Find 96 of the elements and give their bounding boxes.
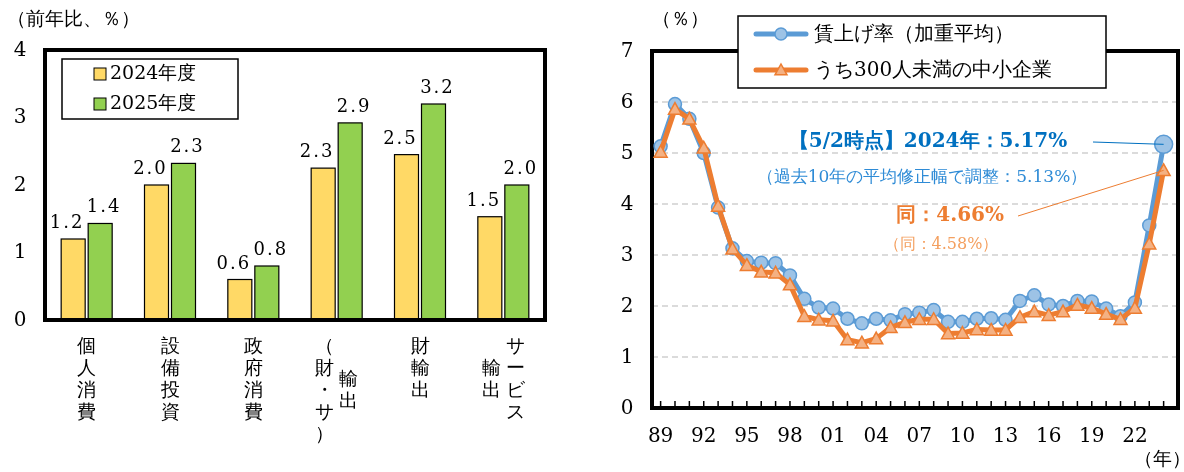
x-tick-label: 政府消費	[243, 334, 263, 422]
x-tick-label: 98	[777, 422, 803, 447]
point	[1027, 288, 1042, 303]
point	[969, 311, 985, 326]
annotation: （過去10年の平均修正幅で調整：5.13%）	[756, 165, 1088, 186]
x-tick-label: 個人消費	[77, 334, 97, 422]
annotation: 【5/2時点】2024年：5.17%	[788, 127, 1068, 152]
y-tick-label: 1	[620, 343, 634, 368]
point	[696, 140, 711, 154]
point	[1055, 304, 1071, 318]
y-tick-label: 1	[13, 239, 27, 263]
y-tick-label: 0	[620, 394, 634, 419]
point	[825, 301, 841, 316]
point	[1070, 297, 1085, 311]
point	[1012, 309, 1028, 324]
x-tick-label: 10	[949, 422, 976, 447]
point	[854, 316, 870, 331]
point	[1084, 300, 1100, 314]
point	[1142, 236, 1157, 250]
y-tick-label: 4	[13, 36, 27, 61]
point	[883, 320, 898, 334]
point	[840, 311, 855, 326]
y-tick-label: 3	[620, 241, 634, 266]
point	[1012, 293, 1028, 309]
point	[955, 314, 970, 330]
point	[811, 312, 826, 326]
x-tick-label: 01	[820, 422, 846, 447]
data-label: 2.5	[383, 126, 418, 148]
point	[1156, 163, 1171, 177]
data-label: 0.6	[216, 251, 252, 273]
x-axis-title: （年）	[1133, 447, 1184, 469]
x-tick-label: 92	[691, 422, 717, 447]
x-tick-label: 07	[906, 422, 933, 447]
legend-label: 賃上げ率（加重平均）	[814, 20, 1014, 45]
point	[840, 332, 855, 346]
y-tick-label: 7	[620, 37, 634, 62]
x-tick-label: 89	[647, 422, 674, 447]
y-tick-label: 6	[620, 88, 634, 113]
point	[811, 300, 826, 315]
point	[753, 264, 769, 278]
x-tick-label: 04	[863, 422, 889, 447]
data-label: 3.2	[420, 76, 455, 97]
x-tick-label: 95	[734, 422, 760, 447]
x-tick-label: 財輸出	[410, 334, 430, 400]
data-label: 2.3	[299, 140, 335, 162]
point	[868, 331, 884, 345]
legend-label: うち300人未満の中小企業	[814, 56, 1053, 81]
x-tick-label: 13	[992, 422, 1019, 447]
x-tick-label: 22	[1122, 422, 1148, 447]
y-axis-title: （前年比、％）	[6, 7, 140, 29]
point	[854, 335, 870, 349]
y-tick-label: 5	[620, 139, 634, 164]
x-tick-label: 16	[1035, 422, 1062, 447]
point	[739, 257, 755, 272]
data-label: 2.0	[503, 157, 539, 178]
data-label: 1.4	[86, 195, 122, 217]
point	[768, 265, 783, 279]
point	[940, 326, 956, 340]
legend-label: 2025年度	[110, 91, 197, 113]
data-label: 1.2	[49, 211, 85, 232]
point	[1041, 297, 1056, 312]
point	[1127, 300, 1143, 314]
x-tick-label: サービス輸出	[481, 334, 526, 422]
annotation: （同：4.58%）	[883, 233, 999, 253]
y-tick-label: 2	[13, 171, 27, 196]
data-label: 0.8	[253, 238, 289, 259]
data-label: 2.9	[336, 94, 372, 116]
point	[926, 312, 941, 326]
point	[998, 322, 1013, 336]
point	[955, 325, 970, 339]
point	[782, 277, 798, 291]
data-label: 2.0	[133, 157, 168, 178]
x-tick-label: 19	[1079, 422, 1105, 447]
point	[1098, 306, 1114, 321]
y-tick-label: 3	[13, 104, 27, 128]
point	[1113, 312, 1128, 326]
point	[868, 311, 884, 326]
point	[983, 310, 999, 326]
point	[897, 315, 913, 329]
y-axis-title: （％）	[651, 7, 709, 29]
legend-label: 2024年度	[110, 61, 197, 83]
point	[969, 322, 985, 336]
data-label: 1.5	[466, 188, 502, 210]
y-tick-label: 4	[620, 190, 634, 215]
point	[1027, 304, 1042, 318]
data-label: 2.3	[170, 135, 205, 157]
annotation: 同：4.66%	[896, 201, 1004, 226]
x-tick-label: 設備投資	[159, 334, 180, 422]
point	[1041, 307, 1056, 322]
y-tick-label: 2	[620, 292, 634, 317]
point	[797, 308, 812, 323]
y-tick-label: 0	[13, 306, 27, 331]
point	[653, 144, 668, 158]
point	[825, 313, 841, 327]
point	[983, 322, 999, 336]
point	[912, 312, 927, 326]
